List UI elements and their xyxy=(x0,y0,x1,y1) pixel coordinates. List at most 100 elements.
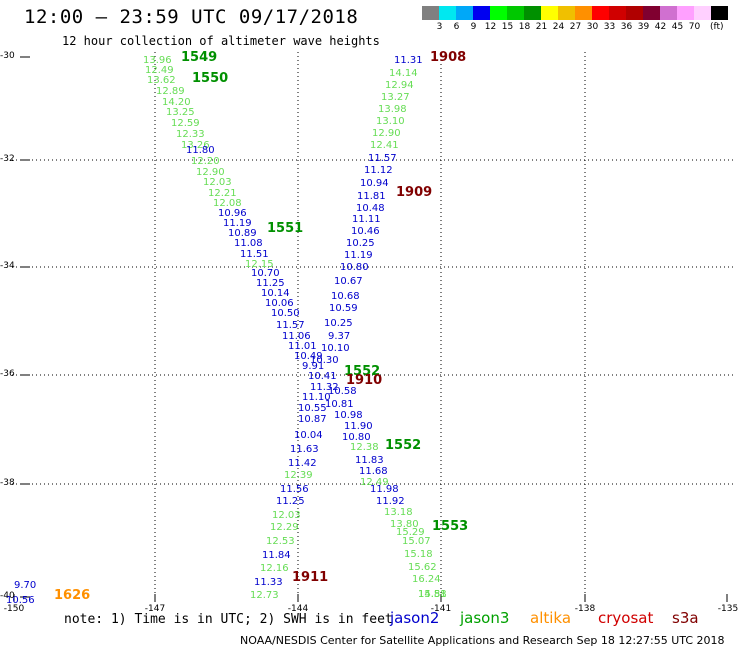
pass-time-label: 1911 xyxy=(292,570,329,585)
wave-height-value: 11.98 xyxy=(370,484,399,495)
scale-swatch xyxy=(558,6,575,20)
wave-height-value: 15.29 xyxy=(396,527,425,538)
wave-height-value: 15.51 xyxy=(418,589,447,600)
wave-height-value: 12.21 xyxy=(208,188,237,199)
wave-height-value: 10.04 xyxy=(294,430,323,441)
pass-time-label: 1909 xyxy=(396,185,433,200)
wave-height-value: 12.90 xyxy=(372,128,401,139)
scale-swatch xyxy=(609,6,626,20)
wave-height-value: 11.83 xyxy=(355,455,384,466)
wave-height-value: 12.49 xyxy=(145,65,174,76)
wave-height-value: 11.57 xyxy=(368,153,397,164)
scale-swatch xyxy=(473,6,490,20)
longitude-label: -147 xyxy=(144,604,166,614)
latitude-label: -32 xyxy=(0,154,15,164)
wave-height-value: 9.37 xyxy=(328,331,351,342)
wave-height-value: 10.81 xyxy=(325,399,354,410)
wave-height-value: 9.70 xyxy=(14,580,37,591)
wave-height-value: 13.96 xyxy=(143,55,172,66)
scale-label: 15 xyxy=(501,22,514,32)
wave-height-value: 13.98 xyxy=(378,104,407,115)
wave-height-value: 11.92 xyxy=(376,496,405,507)
wave-height-value: 10.98 xyxy=(334,410,363,421)
scale-swatch xyxy=(694,6,711,20)
wave-height-value: 12.20 xyxy=(191,156,220,167)
wave-height-value: 10.68 xyxy=(331,291,360,302)
wave-height-value: 15.62 xyxy=(408,562,437,573)
wave-height-value: 10.96 xyxy=(218,208,247,219)
longitude-label: -135 xyxy=(717,604,739,614)
scale-label: 42 xyxy=(654,22,667,32)
wave-height-value: 12.33 xyxy=(176,129,205,140)
wave-height-value: 11.32 xyxy=(310,382,339,393)
wave-height-value: 10.49 xyxy=(294,351,323,362)
wave-height-value: 12.39 xyxy=(284,470,313,481)
pass-time-label: 1626 xyxy=(54,588,91,603)
wave-height-value: 12.94 xyxy=(385,80,414,91)
wave-height-value: 10.06 xyxy=(265,298,294,309)
wave-height-value: 9.91 xyxy=(302,361,325,372)
wave-height-value: 10.10 xyxy=(321,343,350,354)
wave-height-value: 12.03 xyxy=(203,177,232,188)
scale-swatch xyxy=(541,6,558,20)
wave-height-value: 11.33 xyxy=(254,577,283,588)
wave-height-value: 11.90 xyxy=(344,421,373,432)
wave-height-value: 10.25 xyxy=(346,238,375,249)
latitude-label: -36 xyxy=(0,369,15,379)
scale-label: 27 xyxy=(569,22,582,32)
wave-height-value: 12.73 xyxy=(250,590,279,601)
wave-height-value: 12.29 xyxy=(270,522,299,533)
credit-line: NOAA/NESDIS Center for Satellite Applica… xyxy=(240,634,725,647)
wave-height-value: 11.80 xyxy=(186,145,215,156)
wave-height-value: 13.10 xyxy=(376,116,405,127)
wave-height-value: 11.06 xyxy=(282,331,311,342)
scale-label: 18 xyxy=(518,22,531,32)
pass-time-label: 1552 xyxy=(385,438,422,453)
wave-height-value: 12.15 xyxy=(245,259,274,270)
wave-height-value: 12.53 xyxy=(266,536,295,547)
wave-height-value: 12.03 xyxy=(272,510,301,521)
pass-time-label: 1551 xyxy=(267,221,304,236)
scale-label: 21 xyxy=(535,22,548,32)
wave-height-value: 11.68 xyxy=(359,466,388,477)
scale-swatch xyxy=(660,6,677,20)
scale-label: 3 xyxy=(436,22,443,32)
scale-unit: (ft) xyxy=(710,22,724,32)
pass-time-label: 1552 xyxy=(344,364,381,379)
wave-height-value: 12.59 xyxy=(171,118,200,129)
scale-swatch xyxy=(422,6,439,20)
wave-height-value: 13.26 xyxy=(181,140,210,151)
scale-label: 70 xyxy=(688,22,701,32)
scale-label: 39 xyxy=(637,22,650,32)
scale-swatch xyxy=(507,6,524,20)
wave-height-value: 10.50 xyxy=(271,308,300,319)
wave-height-value: 10.25 xyxy=(324,318,353,329)
longitude-label: -138 xyxy=(574,604,596,614)
wave-height-value: 11.25 xyxy=(276,496,305,507)
satellite-legend-altika: altika xyxy=(530,609,572,627)
scale-label: 9 xyxy=(470,22,477,32)
wave-height-value: 10.70 xyxy=(251,268,280,279)
wave-height-value: 11.19 xyxy=(344,250,373,261)
wave-height-value: 11.51 xyxy=(240,249,269,260)
wave-height-value: 11.12 xyxy=(364,165,393,176)
wave-height-value: 11.10 xyxy=(302,392,331,403)
longitude-label: -150 xyxy=(3,604,25,614)
scale-swatch xyxy=(490,6,507,20)
wave-height-value: 13.80 xyxy=(390,519,419,530)
wave-height-value: 11.56 xyxy=(280,484,309,495)
wave-height-value: 11.42 xyxy=(288,458,317,469)
wave-height-value: 14.14 xyxy=(389,68,418,79)
wave-height-value: 11.19 xyxy=(223,218,252,229)
wave-height-value: 12.16 xyxy=(260,563,289,574)
wave-height-value: 11.63 xyxy=(290,444,319,455)
wave-height-value: 10.59 xyxy=(329,303,358,314)
pass-time-label: 1908 xyxy=(430,50,467,65)
wave-height-value: 12.90 xyxy=(196,167,225,178)
pass-time-label: 1553 xyxy=(432,519,469,534)
wave-height-value: 10.48 xyxy=(356,203,385,214)
longitude-label: -141 xyxy=(430,604,452,614)
wave-height-value: 10.41 xyxy=(308,371,337,382)
scale-swatch xyxy=(524,6,541,20)
